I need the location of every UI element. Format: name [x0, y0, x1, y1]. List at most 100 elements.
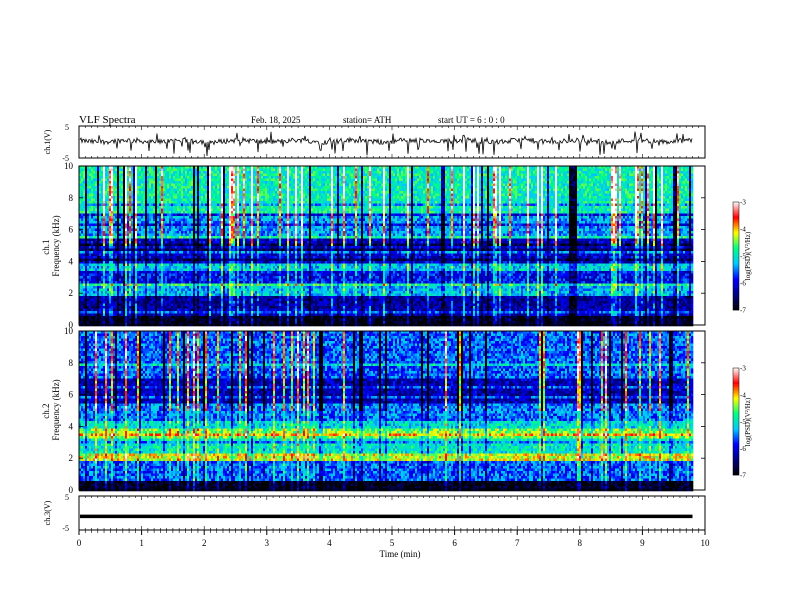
- spectrogram-cell: [331, 169, 333, 172]
- spectrogram-cell: [571, 179, 573, 182]
- spectrogram-cell: [619, 196, 621, 199]
- spectrogram-cell: [261, 179, 263, 182]
- spectrogram-cell: [537, 184, 539, 187]
- spectrogram-cell: [303, 176, 305, 179]
- spectrogram-cell: [655, 199, 657, 202]
- spectrogram-cell: [247, 191, 249, 194]
- spectrogram-cell: [523, 179, 525, 182]
- spectrogram-cell: [263, 174, 265, 177]
- spectrogram-cell: [193, 201, 195, 204]
- spectrogram-cell: [157, 199, 159, 202]
- spectrogram-cell: [603, 184, 605, 187]
- spectrogram-cell: [679, 186, 681, 189]
- spectrogram-cell: [243, 181, 245, 184]
- spectrogram-cell: [233, 174, 235, 177]
- spectrogram-cell: [261, 171, 263, 174]
- spectrogram-cell: [111, 199, 113, 202]
- spectrogram-cell: [373, 171, 375, 174]
- spectrogram-cell: [507, 199, 509, 202]
- spectrogram-cell: [497, 171, 499, 174]
- spectrogram-cell: [567, 181, 569, 184]
- spectrogram-cell: [357, 181, 359, 184]
- spectrogram-cell: [105, 196, 107, 199]
- spectrogram-cell: [601, 196, 603, 199]
- spectrogram-cell: [371, 201, 373, 204]
- spectrogram-cell: [691, 189, 693, 192]
- spectrogram-cell: [341, 181, 343, 184]
- spectrogram-cell: [471, 189, 473, 192]
- spectrogram-cell: [253, 174, 255, 177]
- spectrogram-cell: [389, 184, 391, 187]
- spectrogram-cell: [489, 179, 491, 182]
- spectrogram-cell: [677, 169, 679, 172]
- spectrogram-cell: [471, 196, 473, 199]
- spectrogram-cell: [193, 174, 195, 177]
- spectrogram-cell: [173, 201, 175, 204]
- spectrogram-cell: [677, 171, 679, 174]
- spectrogram-cell: [107, 189, 109, 192]
- spectrogram-cell: [123, 181, 125, 184]
- spectrogram-cell: [657, 181, 659, 184]
- spectrogram-cell: [493, 194, 495, 197]
- spectrogram-cell: [269, 174, 271, 177]
- spectrogram-cell: [323, 201, 325, 204]
- spectrogram-cell: [631, 181, 633, 184]
- spectrogram-cell: [289, 181, 291, 184]
- spectrogram-cell: [597, 194, 599, 197]
- spectrogram-cell: [681, 189, 683, 192]
- spectrogram-cell: [327, 174, 329, 177]
- spectrogram-cell: [597, 196, 599, 199]
- spectrogram-cell: [583, 174, 585, 177]
- spectrogram-cell: [305, 176, 307, 179]
- spectrogram-cell: [655, 169, 657, 172]
- spectrogram-cell: [461, 169, 463, 172]
- spectrogram-cell: [369, 194, 371, 197]
- spectrogram-cell: [167, 191, 169, 194]
- spectrogram-cell: [575, 199, 577, 202]
- spectrogram-cell: [659, 179, 661, 182]
- spectrogram-cell: [227, 171, 229, 174]
- spectrogram-cell: [261, 199, 263, 202]
- spectrogram-cell: [541, 186, 543, 189]
- spectrogram-cell: [99, 191, 101, 194]
- spectrogram-cell: [585, 184, 587, 187]
- spectrogram-cell: [229, 174, 231, 177]
- spectrogram-cell: [321, 201, 323, 204]
- spectrogram-cell: [607, 194, 609, 197]
- spectrogram-cell: [595, 171, 597, 174]
- spectrogram-cell: [651, 176, 653, 179]
- spectrogram-cell: [629, 194, 631, 197]
- spectrogram-cell: [111, 176, 113, 179]
- spectrogram-cell: [657, 174, 659, 177]
- spectrogram-cell: [567, 174, 569, 177]
- spectrogram-cell: [257, 204, 259, 207]
- spectrogram-cell: [579, 201, 581, 204]
- spectrogram-cell: [481, 186, 483, 189]
- spectrogram-cell: [399, 174, 401, 177]
- spectrogram-cell: [597, 181, 599, 184]
- spectrogram-cell: [507, 174, 509, 177]
- spectrogram-cell: [437, 179, 439, 182]
- spectrogram-cell: [421, 176, 423, 179]
- spectrogram-cell: [467, 199, 469, 202]
- spectrogram-cell: [203, 204, 205, 207]
- spectrogram-cell: [611, 201, 613, 204]
- spectrogram-cell: [353, 174, 355, 177]
- spectrogram-cell: [641, 199, 643, 202]
- spectrogram-cell: [499, 181, 501, 184]
- spectrogram-cell: [341, 171, 343, 174]
- spectrogram-cell: [273, 189, 275, 192]
- spectrogram-cell: [399, 181, 401, 184]
- spectrogram-cell: [345, 186, 347, 189]
- spectrogram-cell: [313, 169, 315, 172]
- spectrogram-cell: [385, 181, 387, 184]
- spectrogram-cell: [481, 184, 483, 187]
- spectrogram-cell: [671, 176, 673, 179]
- spectrogram-cell: [513, 191, 515, 194]
- spectrogram-cell: [93, 194, 95, 197]
- spectrogram-cell: [323, 174, 325, 177]
- spectrogram-cell: [323, 191, 325, 194]
- spectrogram-cell: [319, 189, 321, 192]
- spectrogram-cell: [647, 201, 649, 204]
- spectrogram-cell: [313, 189, 315, 192]
